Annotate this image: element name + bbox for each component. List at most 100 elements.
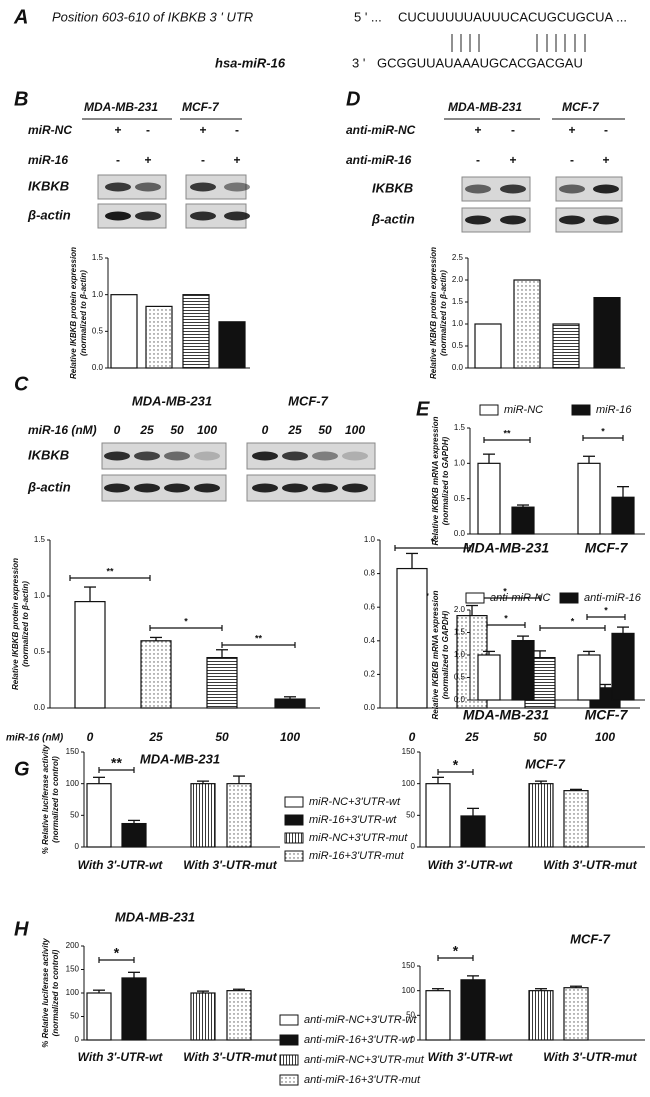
significance-bracket xyxy=(69,575,151,581)
bar xyxy=(140,640,172,709)
y-tick-label: 0.6 xyxy=(364,602,376,611)
x-tick-label: MDA-MB-231 xyxy=(463,540,550,556)
panel-label: A xyxy=(13,6,28,28)
blot-band xyxy=(252,451,278,461)
legend-swatch xyxy=(279,1014,299,1026)
band-label: β-actin xyxy=(27,207,71,222)
row-label: miR-16 xyxy=(28,153,68,167)
y-tick-label: 1.0 xyxy=(92,290,104,299)
bar xyxy=(110,294,138,369)
dose: 25 xyxy=(139,423,154,437)
band-label: IKBKB xyxy=(372,180,413,195)
error-bar xyxy=(216,649,228,658)
bar xyxy=(425,783,451,848)
blot-band xyxy=(194,451,220,461)
y-tick-label: 0.5 xyxy=(34,647,46,656)
y-tick-label: 0.0 xyxy=(454,695,466,704)
dose: 0 xyxy=(262,423,269,437)
dose: 25 xyxy=(287,423,302,437)
error-bar xyxy=(467,807,479,816)
x-axis-label: miR-16 (nM) xyxy=(6,733,64,744)
significance-label: * xyxy=(431,536,435,546)
significance-label: ** xyxy=(106,566,114,576)
legend-swatch xyxy=(279,1074,299,1086)
significance-bracket xyxy=(394,545,471,551)
dose: 50 xyxy=(170,423,184,437)
legend-label: anti-miR-16+3'UTR-mut xyxy=(304,1074,421,1086)
legend-label: anti-miR-NC+3'UTR-mut xyxy=(304,1054,425,1066)
bar xyxy=(182,294,210,369)
bar xyxy=(593,297,621,369)
y-tick-label: 0.4 xyxy=(364,636,376,645)
error-bar xyxy=(128,971,140,978)
sign: + xyxy=(474,123,481,137)
bar xyxy=(474,323,502,369)
y-tick-label: 200 xyxy=(66,941,80,950)
sign: - xyxy=(201,153,205,167)
y-tick-label: 0 xyxy=(75,842,80,851)
bar xyxy=(226,990,252,1041)
blot-band xyxy=(342,483,368,493)
legend-label: anti-miR-16 xyxy=(584,592,642,604)
y-axis-label: (normalized to GAPDH) xyxy=(441,436,450,525)
band-label: IKBKB xyxy=(28,447,69,462)
legend-swatch xyxy=(465,592,485,604)
bar xyxy=(86,783,112,848)
error-bar xyxy=(570,788,582,791)
y-axis-label: Relative IKBKB protein expression xyxy=(11,558,20,690)
band-label: β-actin xyxy=(371,211,415,226)
y-axis-label: (normalized to GAPDH) xyxy=(441,610,450,699)
y-tick-label: 1.5 xyxy=(34,535,46,544)
y-tick-label: 0.5 xyxy=(454,673,466,682)
row-label: anti-miR-NC xyxy=(346,123,416,137)
error-bar xyxy=(93,989,105,993)
significance-label: * xyxy=(114,945,120,961)
y-tick-label: 1.5 xyxy=(454,423,466,432)
x-tick-label: 100 xyxy=(595,730,615,744)
error-bar xyxy=(233,775,245,784)
y-tick-label: 0.0 xyxy=(364,703,376,712)
bar xyxy=(190,783,216,848)
bar xyxy=(460,979,486,1041)
x-tick-label: MDA-MB-231 xyxy=(463,707,550,723)
sign: + xyxy=(568,123,575,137)
error-bar xyxy=(483,650,495,655)
significance-bracket xyxy=(486,622,526,628)
cell-line: MDA-MB-231 xyxy=(84,100,158,114)
y-axis-label: Relative IKBKB protein expression xyxy=(429,247,438,379)
error-bar xyxy=(617,486,629,498)
sign: - xyxy=(116,153,120,167)
significance-label: ** xyxy=(111,755,122,771)
blot-band xyxy=(134,451,160,461)
x-tick-label: With 3'-UTR-mut xyxy=(543,1050,637,1064)
blot-band xyxy=(105,182,131,192)
error-bar xyxy=(535,988,547,991)
blot-band xyxy=(194,483,220,493)
blot-band xyxy=(282,451,308,461)
y-tick-label: 0.2 xyxy=(364,670,376,679)
significance-label: * xyxy=(504,613,508,623)
significance-label: * xyxy=(453,943,459,959)
blot-band xyxy=(104,483,130,493)
legend-label: miR-16+3'UTR-wt xyxy=(309,814,397,826)
error-bar xyxy=(583,650,595,655)
error-bar xyxy=(128,819,140,824)
y-tick-label: 2.5 xyxy=(452,253,464,262)
y-tick-label: 0.0 xyxy=(454,529,466,538)
bar xyxy=(563,790,589,848)
sign: + xyxy=(144,153,151,167)
y-tick-label: 1.0 xyxy=(454,650,466,659)
y-tick-label: 0.5 xyxy=(92,326,104,335)
y-tick-label: 150 xyxy=(402,961,416,970)
bar xyxy=(460,815,486,848)
y-tick-label: 100 xyxy=(402,986,416,995)
significance-label: * xyxy=(571,616,575,626)
blot-band xyxy=(104,451,130,461)
x-tick-label: 50 xyxy=(533,730,547,744)
sign: - xyxy=(146,123,150,137)
significance-label: ** xyxy=(255,633,263,643)
y-tick-label: 150 xyxy=(402,747,416,756)
bar xyxy=(396,567,428,709)
y-axis-label: (normalized to β-actin) xyxy=(79,270,88,356)
bar xyxy=(511,506,535,535)
